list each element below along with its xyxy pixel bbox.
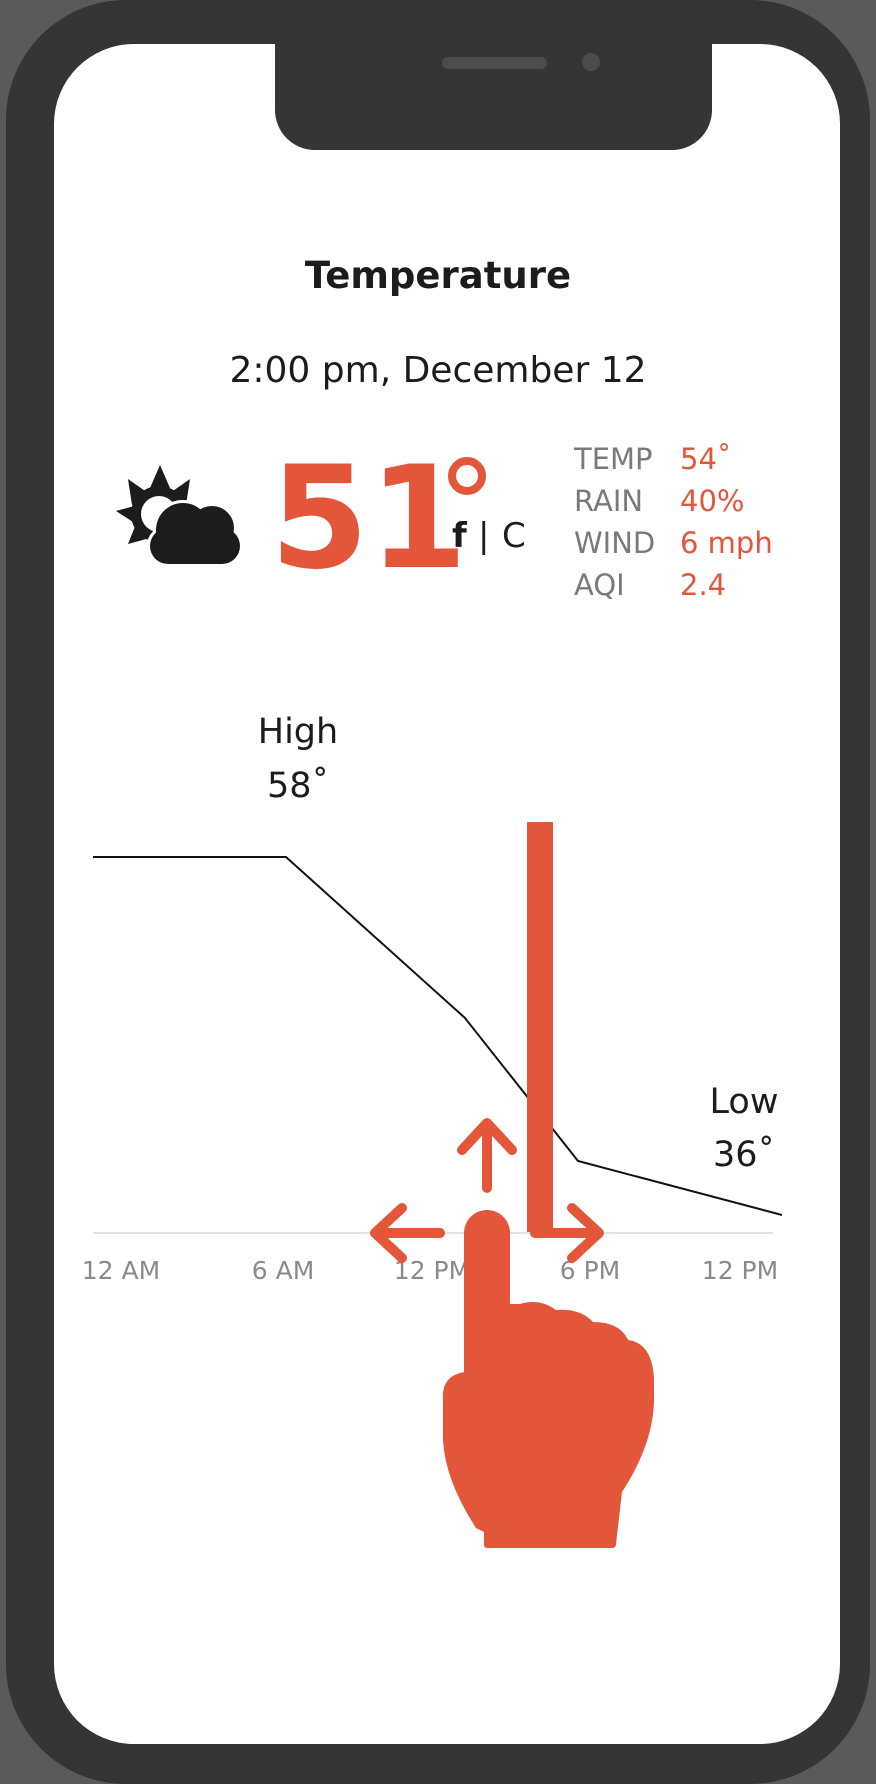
notch bbox=[275, 44, 712, 150]
temperature-line bbox=[93, 856, 783, 1216]
arrow-right-icon bbox=[530, 1203, 604, 1263]
arrow-left-icon bbox=[370, 1203, 445, 1263]
partly-cloudy-icon bbox=[116, 465, 243, 567]
stat-value-temp: 54˚ bbox=[680, 442, 732, 476]
degree-symbol bbox=[448, 457, 486, 495]
unit-celsius-toggle[interactable]: C bbox=[502, 516, 526, 556]
stat-label-wind: WIND bbox=[574, 526, 656, 560]
high-label: High bbox=[257, 712, 339, 752]
stat-label-aqi: AQI bbox=[574, 568, 625, 602]
page-title: Temperature bbox=[304, 254, 572, 297]
cloud-icon bbox=[147, 500, 243, 567]
speaker-icon bbox=[442, 57, 547, 69]
x-tick-label: 6 AM bbox=[251, 1256, 315, 1285]
arrow-up-icon bbox=[457, 1118, 517, 1193]
x-tick-label: 12 PM bbox=[701, 1256, 779, 1285]
x-tick-label: 12 AM bbox=[81, 1256, 161, 1285]
phone-frame bbox=[6, 0, 870, 1784]
low-value: 36˚ bbox=[712, 1135, 776, 1175]
camera-icon bbox=[582, 53, 600, 71]
current-temperature: 51 bbox=[270, 436, 468, 601]
stat-value-aqi: 2.4 bbox=[680, 568, 727, 602]
stat-value-wind: 6 mph bbox=[680, 526, 773, 560]
high-value: 58˚ bbox=[266, 766, 330, 806]
low-label: Low bbox=[709, 1082, 779, 1122]
x-tick-label: 12 PM bbox=[393, 1256, 471, 1285]
unit-separator: | bbox=[478, 516, 490, 556]
unit-fahrenheit-toggle[interactable]: f bbox=[452, 516, 467, 556]
stat-value-rain: 40% bbox=[680, 484, 745, 518]
scrubber-handle[interactable] bbox=[527, 822, 553, 1232]
stat-label-rain: RAIN bbox=[574, 484, 644, 518]
stat-label-temp: TEMP bbox=[574, 442, 653, 476]
swipe-hand-icon bbox=[442, 1210, 655, 1548]
date-time: 2:00 pm, December 12 bbox=[229, 350, 647, 391]
